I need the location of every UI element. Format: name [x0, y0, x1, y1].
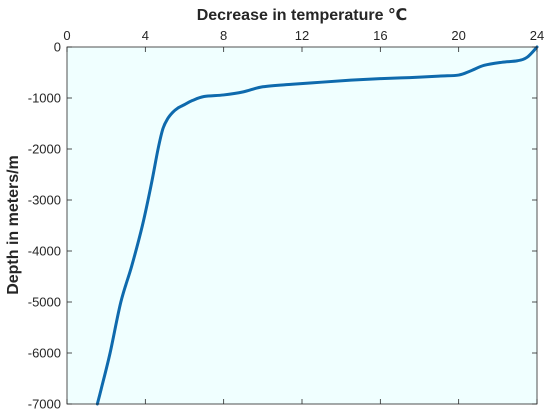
y-tick-label: -2000 — [28, 142, 61, 157]
x-tick-label: 20 — [451, 28, 465, 43]
x-tick-label: 24 — [530, 28, 544, 43]
y-tick-label: -7000 — [28, 397, 61, 412]
plot-area — [67, 47, 537, 404]
y-tick-label: 0 — [54, 40, 61, 55]
x-axis-title: Decrease in temperature ℃ — [197, 7, 408, 24]
plot-frame — [66, 46, 538, 405]
y-tick-label: -1000 — [28, 91, 61, 106]
x-tick-label: 16 — [373, 28, 387, 43]
temperature-depth-line — [95, 45, 539, 406]
x-tick-label: 4 — [142, 28, 149, 43]
series-layer — [95, 45, 539, 406]
y-tick-label: -3000 — [28, 193, 61, 208]
y-tick-label: -6000 — [28, 346, 61, 361]
x-tick-label: 0 — [63, 28, 70, 43]
y-tick-label: -5000 — [28, 295, 61, 310]
x-tick-label: 12 — [295, 28, 309, 43]
y-axis-title: Depth in meters/m — [5, 155, 22, 295]
y-tick-label: -4000 — [28, 244, 61, 259]
x-tick-label: 8 — [220, 28, 227, 43]
